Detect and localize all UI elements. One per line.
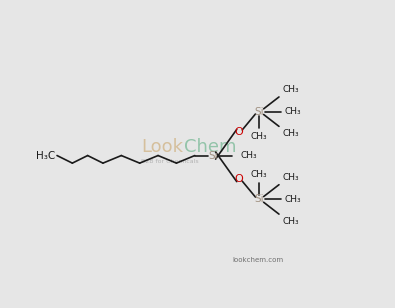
Text: B2B for Chemicals: B2B for Chemicals	[141, 159, 199, 164]
Text: CH₃: CH₃	[251, 132, 267, 141]
Text: CH₃: CH₃	[284, 195, 301, 204]
Text: O: O	[235, 127, 244, 137]
Text: lookchem.com: lookchem.com	[232, 257, 283, 263]
Text: O: O	[235, 174, 244, 184]
Text: H₃C: H₃C	[36, 151, 55, 160]
Text: Look: Look	[141, 138, 183, 156]
Text: Si: Si	[208, 151, 218, 160]
Text: CH₃: CH₃	[282, 85, 299, 94]
Text: CH₃: CH₃	[251, 170, 267, 179]
Text: CH₃: CH₃	[282, 129, 299, 139]
Text: Si: Si	[254, 107, 264, 117]
Text: CH₃: CH₃	[282, 217, 299, 226]
Text: CH₃: CH₃	[284, 107, 301, 116]
Text: CH₃: CH₃	[282, 172, 299, 182]
Text: Si: Si	[254, 194, 264, 205]
Text: Chem: Chem	[184, 138, 237, 156]
Text: CH₃: CH₃	[241, 151, 257, 160]
